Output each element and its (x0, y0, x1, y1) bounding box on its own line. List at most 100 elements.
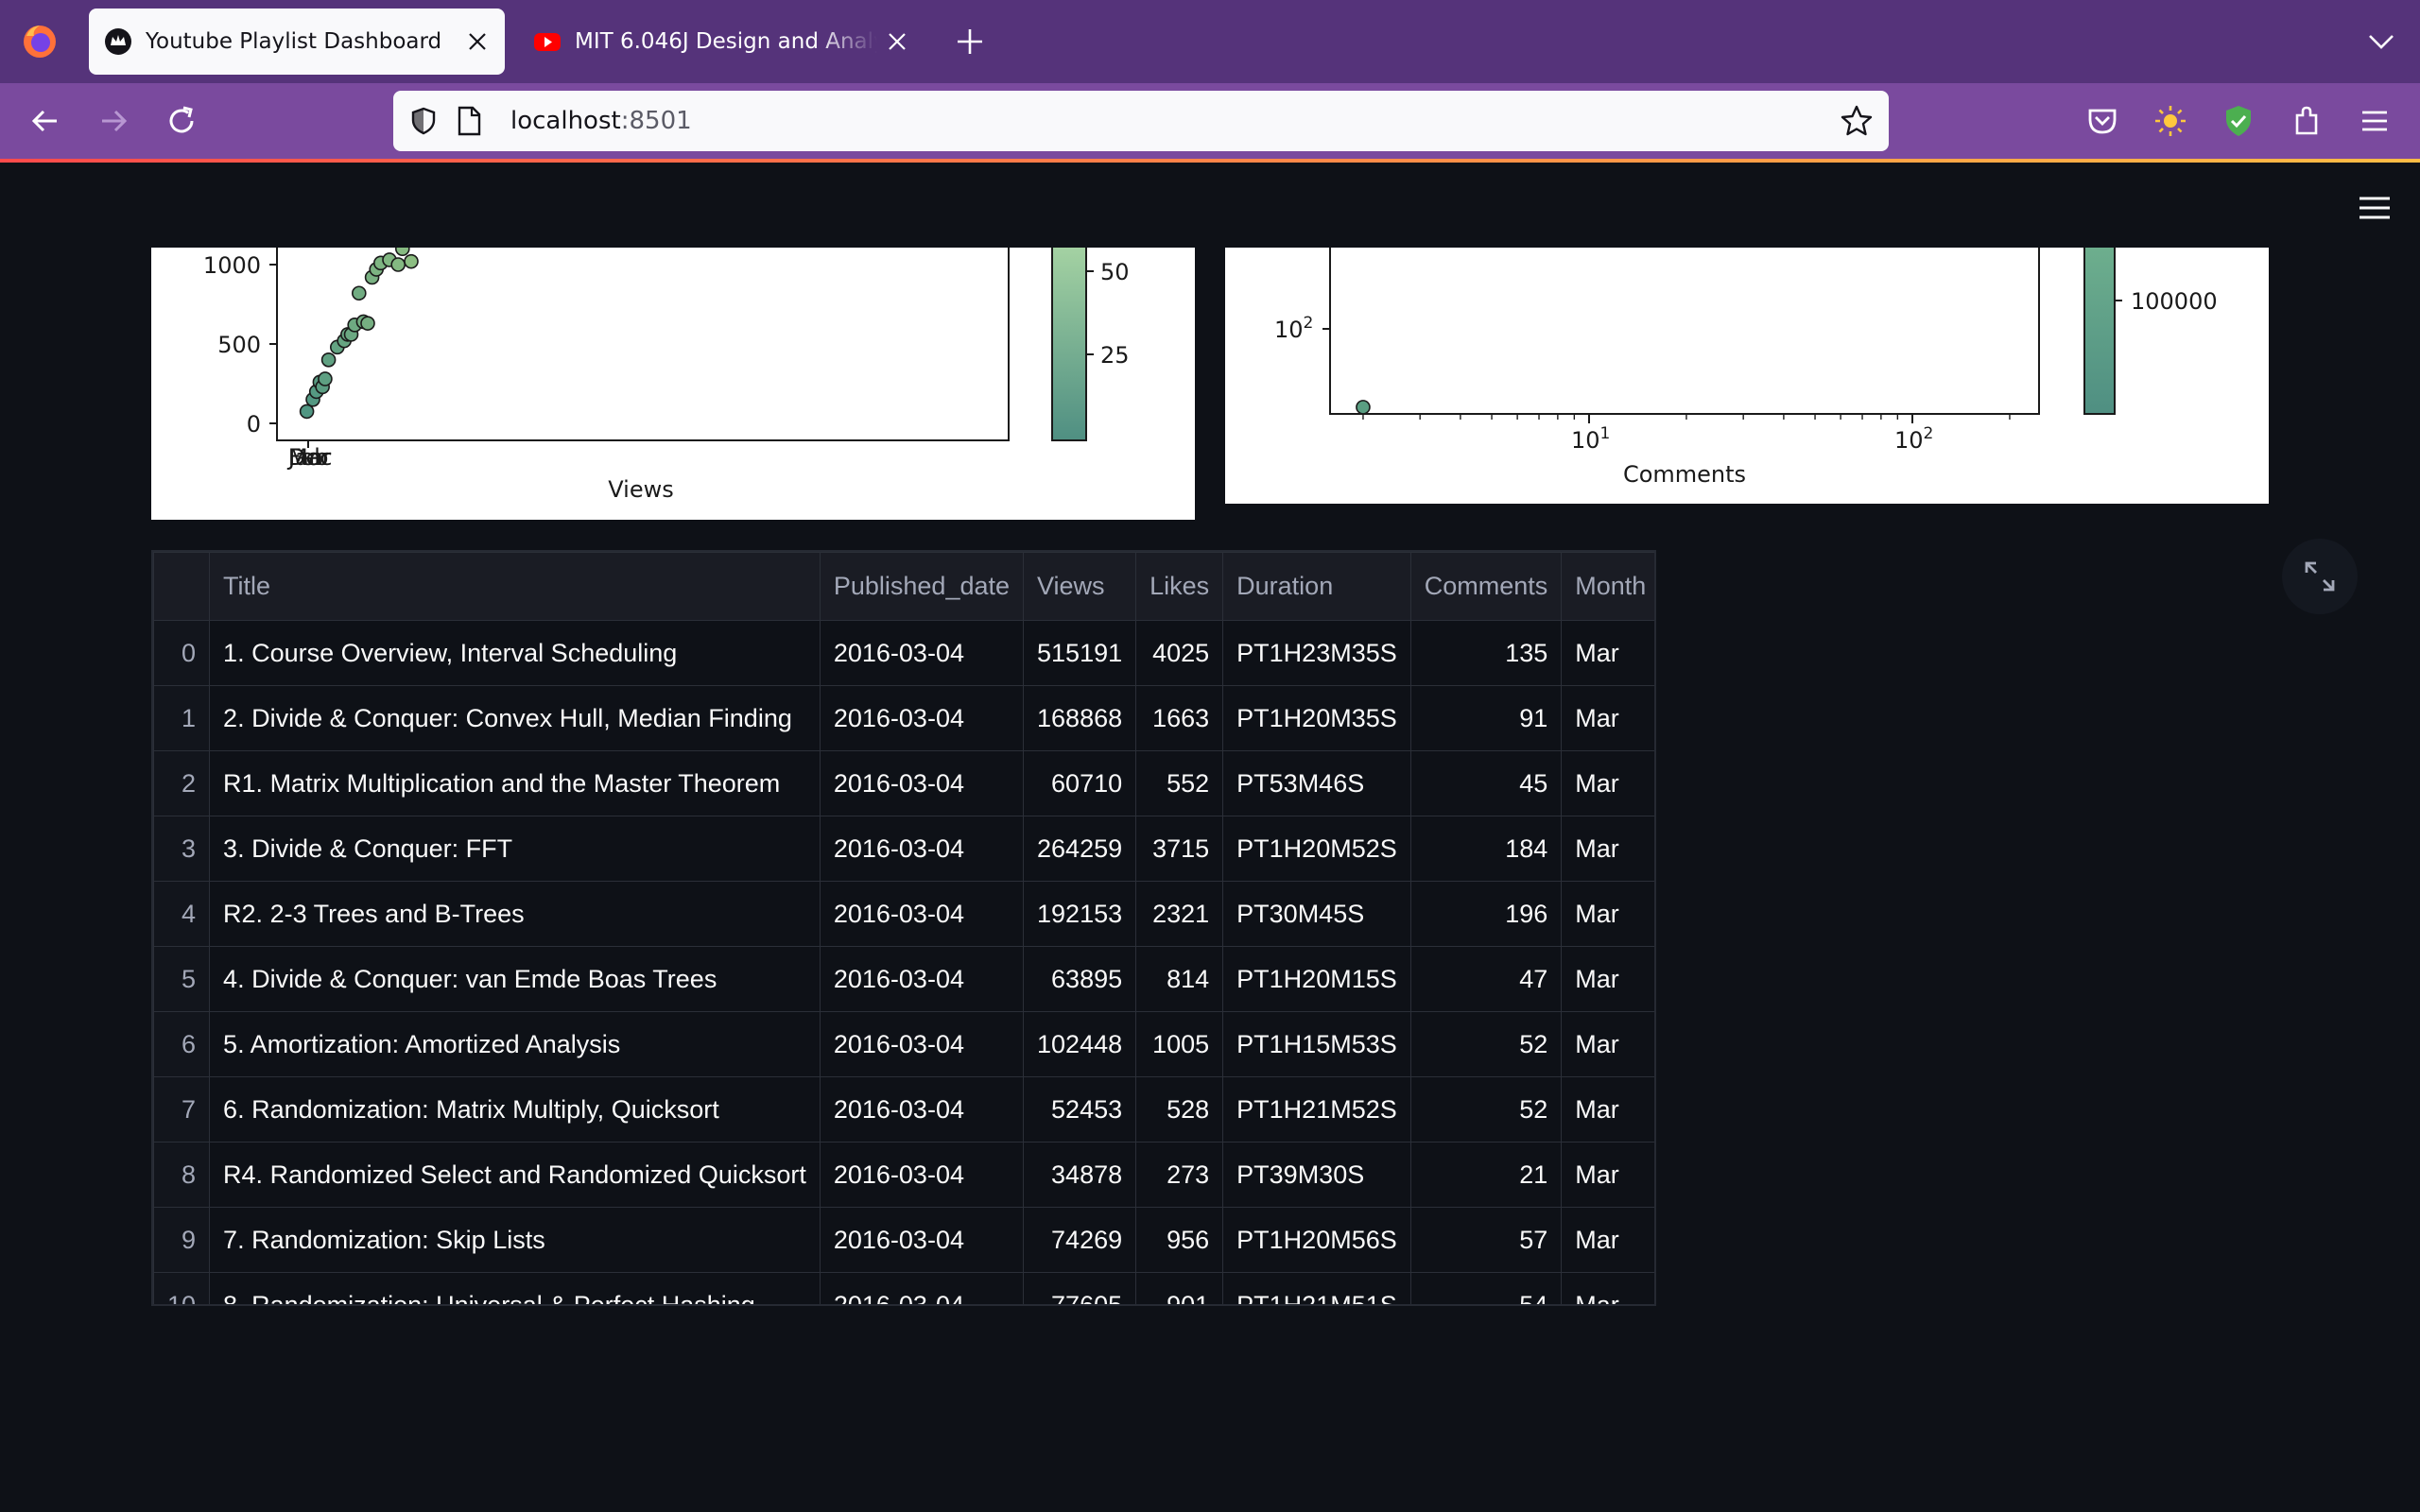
views-cell[interactable]: 168868 (1023, 685, 1137, 751)
extensions-puzzle-icon[interactable] (2290, 104, 2324, 138)
row-index-cell[interactable]: 8 (153, 1142, 211, 1208)
month-cell[interactable]: Mar (1561, 881, 1654, 947)
duration-cell[interactable]: PT1H20M52S (1222, 816, 1411, 882)
title-cell[interactable]: 6. Randomization: Matrix Multiply, Quick… (209, 1076, 821, 1143)
table-row[interactable]: 9 7. Randomization: Skip Lists 2016-03-04 7… (153, 1207, 1654, 1273)
pocket-icon[interactable] (2085, 104, 2119, 138)
duration-cell[interactable]: PT1H23M35S (1222, 620, 1411, 686)
likes-cell[interactable]: 4025 (1135, 620, 1224, 686)
likes-cell[interactable]: 552 (1135, 750, 1224, 816)
published-date-header[interactable]: Published_date (819, 552, 1025, 621)
title-cell[interactable]: 4. Divide & Conquer: van Emde Boas Trees (209, 946, 821, 1012)
forward-arrow-icon[interactable] (96, 104, 130, 138)
likes-cell[interactable]: 2321 (1135, 881, 1224, 947)
url-bar[interactable]: localhost:8501 (393, 91, 1889, 151)
comments-cell[interactable]: 196 (1409, 881, 1563, 947)
likes-cell[interactable]: 273 (1135, 1142, 1224, 1208)
playlist-dataframe[interactable]: Title Published_date Views Likes Duration Com… (151, 550, 1656, 1306)
comments-cell[interactable]: 135 (1409, 620, 1563, 686)
comments-cell[interactable]: 91 (1409, 685, 1563, 751)
views-cell[interactable]: 102448 (1023, 1011, 1137, 1077)
duration-cell[interactable]: PT1H21M52S (1222, 1076, 1411, 1143)
chevron-down-icon[interactable] (2367, 30, 2395, 53)
row-index-cell[interactable]: 7 (153, 1076, 211, 1143)
table-row[interactable]: 8 R4. Randomized Select and Randomized Qu… (153, 1142, 1654, 1208)
likes-cell[interactable]: 528 (1135, 1076, 1224, 1143)
likes-cell[interactable]: 956 (1135, 1207, 1224, 1273)
comments-cell[interactable]: 52 (1409, 1011, 1563, 1077)
month-cell[interactable]: Mar (1561, 1272, 1654, 1304)
duration-cell[interactable]: PT1H15M53S (1222, 1011, 1411, 1077)
row-index-cell[interactable]: 3 (153, 816, 211, 882)
published-date-cell[interactable]: 2016-03-04 (819, 946, 1025, 1012)
month-cell[interactable]: Mar (1561, 620, 1654, 686)
duration-cell[interactable]: PT39M30S (1222, 1142, 1411, 1208)
views-header[interactable]: Views (1023, 552, 1137, 621)
table-row[interactable]: 10 8. Randomization: Universal & Perfect … (153, 1272, 1654, 1304)
month-cell[interactable]: Mar (1561, 750, 1654, 816)
app-main-menu-icon[interactable] (2358, 195, 2392, 221)
comments-cell[interactable]: 52 (1409, 1076, 1563, 1143)
table-row[interactable]: 6 5. Amortization: Amortized Analysis 2016… (153, 1011, 1654, 1077)
comments-cell[interactable]: 54 (1409, 1272, 1563, 1304)
table-row[interactable]: 2 R1. Matrix Multiplication and the Maste… (153, 750, 1654, 816)
title-cell[interactable]: 1. Course Overview, Interval Scheduling (209, 620, 821, 686)
table-row[interactable]: 3 3. Divide & Conquer: FFT 2016-03-04 26425… (153, 816, 1654, 882)
comments-cell[interactable]: 47 (1409, 946, 1563, 1012)
title-cell[interactable]: R2. 2-3 Trees and B-Trees (209, 881, 821, 947)
published-date-cell[interactable]: 2016-03-04 (819, 881, 1025, 947)
new-tab-plus-icon[interactable] (955, 26, 985, 57)
views-cell[interactable]: 264259 (1023, 816, 1137, 882)
hamburger-menu-icon[interactable] (2358, 104, 2392, 138)
duration-cell[interactable]: PT1H20M35S (1222, 685, 1411, 751)
comments-cell[interactable]: 45 (1409, 750, 1563, 816)
published-date-cell[interactable]: 2016-03-04 (819, 1272, 1025, 1304)
table-row[interactable]: 4 R2. 2-3 Trees and B-Trees 2016-03-04 1921… (153, 881, 1654, 947)
month-cell[interactable]: Mar (1561, 946, 1654, 1012)
row-index-cell[interactable]: 9 (153, 1207, 211, 1273)
fullscreen-button[interactable] (2282, 539, 2358, 614)
title-cell[interactable]: 3. Divide & Conquer: FFT (209, 816, 821, 882)
duration-cell[interactable]: PT1H20M15S (1222, 946, 1411, 1012)
tracking-protection-shield-icon[interactable] (408, 106, 439, 136)
row-index-cell[interactable]: 1 (153, 685, 211, 751)
views-cell[interactable]: 515191 (1023, 620, 1137, 686)
table-row[interactable]: 0 1. Course Overview, Interval Scheduling… (153, 620, 1654, 686)
tab-youtube-playlist-dashboard[interactable]: Youtube Playlist Dashboard (89, 9, 505, 75)
table-row[interactable]: 7 6. Randomization: Matrix Multiply, Quic… (153, 1076, 1654, 1143)
bookmark-star-icon[interactable] (1840, 104, 1874, 138)
comments-cell[interactable]: 184 (1409, 816, 1563, 882)
views-cell[interactable]: 52453 (1023, 1076, 1137, 1143)
table-row[interactable]: 1 2. Divide & Conquer: Convex Hull, Media… (153, 685, 1654, 751)
firefox-logo-icon[interactable] (21, 23, 59, 60)
close-tab-icon[interactable] (467, 31, 488, 52)
duration-cell[interactable]: PT53M46S (1222, 750, 1411, 816)
row-index-cell[interactable]: 2 (153, 750, 211, 816)
row-index-cell[interactable]: 0 (153, 620, 211, 686)
index-header[interactable] (153, 552, 211, 621)
views-cell[interactable]: 63895 (1023, 946, 1137, 1012)
month-header[interactable]: Month (1561, 552, 1654, 621)
published-date-cell[interactable]: 2016-03-04 (819, 1011, 1025, 1077)
comments-cell[interactable]: 57 (1409, 1207, 1563, 1273)
likes-header[interactable]: Likes (1135, 552, 1224, 621)
likes-cell[interactable]: 814 (1135, 946, 1224, 1012)
row-index-cell[interactable]: 10 (153, 1272, 211, 1304)
month-cell[interactable]: Mar (1561, 1076, 1654, 1143)
published-date-cell[interactable]: 2016-03-04 (819, 1076, 1025, 1143)
duration-cell[interactable]: PT30M45S (1222, 881, 1411, 947)
title-header[interactable]: Title (209, 552, 821, 621)
published-date-cell[interactable]: 2016-03-04 (819, 816, 1025, 882)
month-cell[interactable]: Mar (1561, 1011, 1654, 1077)
published-date-cell[interactable]: 2016-03-04 (819, 1207, 1025, 1273)
likes-cell[interactable]: 901 (1135, 1272, 1224, 1304)
views-cell[interactable]: 192153 (1023, 881, 1137, 947)
title-cell[interactable]: 7. Randomization: Skip Lists (209, 1207, 821, 1273)
tab-mit-6046j[interactable]: MIT 6.046J Design and Analysis (518, 9, 925, 75)
comments-header[interactable]: Comments (1409, 552, 1563, 621)
published-date-cell[interactable]: 2016-03-04 (819, 620, 1025, 686)
title-cell[interactable]: 8. Randomization: Universal & Perfect Ha… (209, 1272, 821, 1304)
close-tab-icon[interactable] (887, 31, 908, 52)
month-cell[interactable]: Mar (1561, 1207, 1654, 1273)
views-cell[interactable]: 74269 (1023, 1207, 1137, 1273)
